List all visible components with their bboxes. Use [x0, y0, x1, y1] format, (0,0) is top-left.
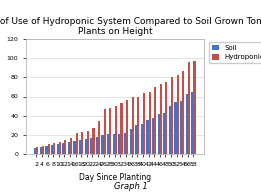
- Bar: [186, 94, 188, 154]
- Bar: [180, 101, 182, 154]
- Bar: [126, 100, 128, 154]
- Bar: [73, 141, 76, 154]
- Bar: [42, 146, 44, 154]
- Bar: [118, 134, 120, 154]
- Bar: [51, 145, 53, 154]
- Bar: [92, 128, 94, 154]
- Bar: [96, 137, 98, 154]
- Bar: [113, 134, 115, 154]
- Bar: [81, 132, 83, 154]
- Bar: [160, 84, 162, 154]
- Bar: [64, 140, 67, 154]
- Bar: [143, 93, 145, 154]
- Legend: Soil, Hydroponic: Soil, Hydroponic: [209, 42, 261, 63]
- Bar: [193, 61, 195, 154]
- Bar: [76, 133, 78, 154]
- Bar: [152, 118, 154, 154]
- Bar: [169, 106, 171, 154]
- Bar: [171, 77, 173, 154]
- Bar: [176, 75, 179, 154]
- Bar: [124, 133, 126, 154]
- Bar: [137, 96, 139, 154]
- Bar: [107, 134, 109, 154]
- Bar: [34, 148, 36, 154]
- X-axis label: Day Since Planting: Day Since Planting: [79, 173, 151, 182]
- Bar: [62, 143, 64, 154]
- Bar: [174, 102, 176, 154]
- Bar: [59, 142, 61, 154]
- Bar: [40, 147, 42, 154]
- Bar: [165, 82, 168, 154]
- Bar: [149, 92, 151, 154]
- Y-axis label: Height in Cm: Height in Cm: [0, 71, 1, 122]
- Bar: [70, 138, 72, 154]
- Bar: [68, 142, 70, 154]
- Bar: [188, 62, 190, 154]
- Bar: [36, 147, 38, 154]
- Bar: [141, 124, 143, 154]
- Bar: [48, 144, 50, 154]
- Bar: [104, 109, 106, 154]
- Bar: [98, 121, 100, 154]
- Bar: [87, 131, 89, 154]
- Bar: [120, 103, 123, 154]
- Bar: [79, 140, 81, 154]
- Bar: [102, 135, 104, 154]
- Bar: [163, 113, 165, 154]
- Title: The Effect of Use of Hydroponic System Compared to Soil Grown Tomato
Plants on H: The Effect of Use of Hydroponic System C…: [0, 17, 261, 36]
- Bar: [53, 143, 55, 154]
- Bar: [115, 106, 117, 154]
- Bar: [129, 129, 132, 154]
- Bar: [154, 87, 156, 154]
- Bar: [85, 139, 87, 154]
- Bar: [191, 92, 193, 154]
- Bar: [182, 71, 184, 154]
- Bar: [90, 138, 92, 154]
- Bar: [135, 125, 137, 154]
- Bar: [109, 108, 111, 154]
- Bar: [57, 144, 59, 154]
- Bar: [45, 146, 48, 154]
- Bar: [132, 96, 134, 154]
- Bar: [158, 114, 160, 154]
- Bar: [146, 120, 149, 154]
- Text: Graph 1: Graph 1: [114, 182, 147, 191]
